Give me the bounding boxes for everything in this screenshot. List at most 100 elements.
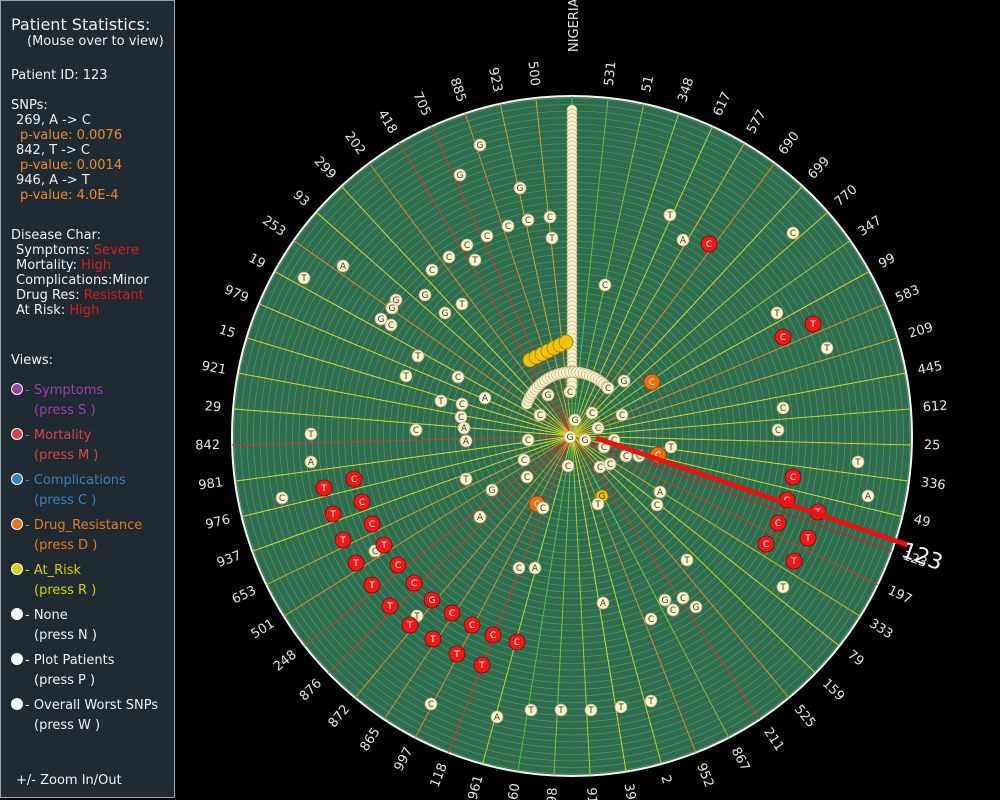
snp-node[interactable] [455, 397, 469, 411]
snp-node[interactable] [666, 603, 680, 617]
snp-node[interactable] [463, 616, 481, 634]
snp-node[interactable] [508, 633, 526, 651]
snp-node[interactable] [820, 341, 834, 355]
snp-node[interactable] [459, 472, 473, 486]
snp-node[interactable] [585, 406, 599, 420]
snp-node[interactable] [485, 483, 499, 497]
snp-node[interactable] [543, 210, 557, 224]
snp-node[interactable] [424, 697, 438, 711]
snp-node[interactable] [601, 381, 615, 395]
snp-node[interactable] [614, 700, 628, 714]
view-symptoms[interactable]: - Symptoms [11, 383, 103, 398]
snp-node[interactable] [676, 233, 690, 247]
snp-node[interactable] [438, 306, 452, 320]
snp-node[interactable] [591, 421, 605, 435]
snp-node[interactable] [434, 394, 448, 408]
snp-node[interactable] [384, 318, 398, 332]
snp-node[interactable] [459, 434, 473, 448]
snp-node[interactable] [374, 312, 388, 326]
snp-node[interactable] [663, 208, 677, 222]
snp-node[interactable] [664, 440, 678, 454]
snp-node[interactable] [658, 593, 672, 607]
snp-node[interactable] [774, 328, 792, 346]
snp-node[interactable] [568, 413, 582, 427]
snp-node[interactable] [786, 226, 800, 240]
snp-node[interactable] [676, 591, 690, 605]
snp-node[interactable] [524, 703, 538, 717]
snp-node[interactable] [528, 561, 542, 575]
snp-node[interactable] [345, 470, 363, 488]
snp-node[interactable] [776, 401, 790, 415]
snp-node[interactable] [799, 529, 817, 547]
snp-node[interactable] [520, 470, 534, 484]
snp-node[interactable] [375, 536, 393, 554]
snp-node[interactable] [480, 229, 494, 243]
snp-node[interactable] [533, 408, 547, 422]
snp-node[interactable] [455, 297, 469, 311]
snp-node[interactable] [478, 391, 492, 405]
snp-node[interactable] [770, 306, 784, 320]
snp-node[interactable] [554, 703, 568, 717]
snp-node[interactable] [643, 373, 661, 391]
snp-node[interactable] [381, 597, 399, 615]
snp-node[interactable] [385, 301, 399, 315]
snp-node[interactable] [473, 656, 491, 674]
snp-node[interactable] [563, 430, 577, 444]
snp-node[interactable] [598, 278, 612, 292]
snp-node[interactable] [776, 580, 790, 594]
snp-node[interactable] [700, 235, 718, 253]
snp-node[interactable] [757, 535, 775, 553]
snp-node[interactable] [653, 485, 667, 499]
snp-node[interactable] [453, 168, 467, 182]
snp-node[interactable] [521, 433, 535, 447]
snp-node[interactable] [389, 556, 407, 574]
snp-node[interactable] [424, 630, 442, 648]
snp-node[interactable] [418, 288, 432, 302]
snp-node[interactable] [513, 181, 527, 195]
view-worst-snps[interactable]: - Overall Worst SNPs [11, 698, 158, 713]
snp-node[interactable] [804, 315, 822, 333]
snp-node[interactable] [603, 457, 617, 471]
snp-node[interactable] [473, 138, 487, 152]
radial-snp-plot[interactable]: 531 51 348 61757769069977034799583209445612… [176, 0, 1000, 800]
view-mortality[interactable]: - Mortality [11, 428, 91, 443]
snp-node[interactable] [785, 552, 803, 570]
view-plot-patients[interactable]: - Plot Patients [11, 653, 115, 668]
snp-node[interactable] [561, 459, 575, 473]
snp-node[interactable] [490, 710, 504, 724]
snp-node[interactable] [304, 455, 318, 469]
snp-node[interactable] [861, 489, 875, 503]
snp-node[interactable] [784, 468, 802, 486]
snp-node[interactable] [347, 554, 365, 572]
snp-node[interactable] [650, 498, 664, 512]
snp-node[interactable] [689, 600, 703, 614]
snp-node[interactable] [451, 370, 465, 384]
snp-node[interactable] [324, 505, 342, 523]
snp-node[interactable] [409, 423, 423, 437]
snp-node[interactable] [517, 453, 531, 467]
snp-node[interactable] [411, 349, 425, 363]
snp-node[interactable] [304, 427, 318, 441]
snp-node[interactable] [336, 259, 350, 273]
snp-node[interactable] [405, 574, 423, 592]
snp-node[interactable] [468, 253, 482, 267]
snp-node[interactable] [596, 596, 610, 610]
snp-node[interactable] [851, 455, 865, 469]
snp-node[interactable] [545, 231, 559, 245]
snp-node[interactable] [448, 645, 466, 663]
view-complications[interactable]: - Complications [11, 473, 126, 488]
snp-node[interactable] [521, 213, 535, 227]
snp-node[interactable] [425, 263, 439, 277]
snp-node[interactable] [457, 421, 471, 435]
snp-node[interactable] [401, 616, 419, 634]
snp-node[interactable] [460, 238, 474, 252]
view-drug-resistance[interactable]: - Drug_Resistance [11, 518, 142, 533]
snp-node[interactable] [443, 604, 461, 622]
snp-node[interactable] [334, 531, 352, 549]
snp-node[interactable] [644, 612, 658, 626]
snp-node[interactable] [644, 694, 658, 708]
snp-node[interactable] [442, 250, 456, 264]
snp-node[interactable] [563, 385, 577, 399]
snp-node[interactable] [591, 497, 605, 511]
snp-node[interactable] [353, 493, 371, 511]
